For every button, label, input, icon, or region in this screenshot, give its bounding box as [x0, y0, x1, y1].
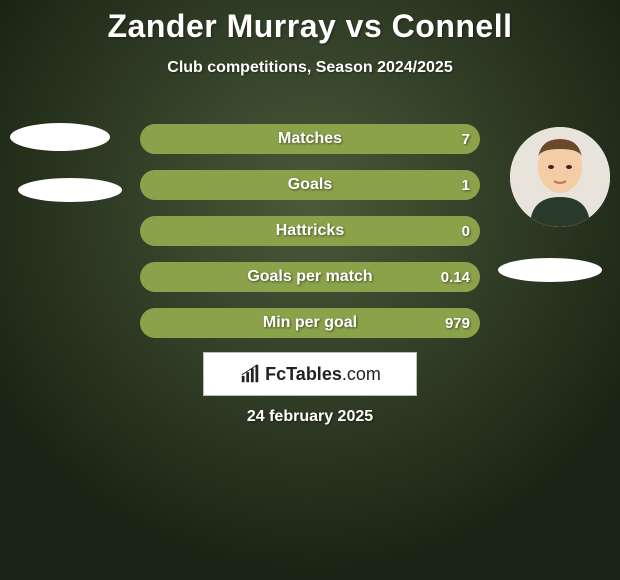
stat-value-right: 1 — [462, 170, 470, 200]
player-left-name-ellipse — [18, 178, 122, 202]
subtitle: Club competitions, Season 2024/2025 — [0, 59, 620, 77]
brand-box: FcTables.com — [203, 352, 417, 396]
stat-row: Goals1 — [140, 170, 480, 200]
player-photo-icon — [510, 127, 610, 227]
stat-value-right: 979 — [445, 308, 470, 338]
brand-text: FcTables.com — [265, 364, 381, 385]
stat-label: Goals per match — [140, 262, 480, 292]
stat-label: Hattricks — [140, 216, 480, 246]
brand-bars-icon — [239, 363, 261, 385]
brand-text-bold: FcTables — [265, 364, 342, 384]
stat-label: Goals — [140, 170, 480, 200]
player-right-avatar — [510, 127, 610, 227]
stat-row: Min per goal979 — [140, 308, 480, 338]
comparison-card: Zander Murray vs Connell Club competitio… — [0, 0, 620, 580]
stat-label: Matches — [140, 124, 480, 154]
stat-value-right: 0 — [462, 216, 470, 246]
stat-row: Matches7 — [140, 124, 480, 154]
date-label: 24 february 2025 — [0, 408, 620, 426]
stat-value-right: 0.14 — [441, 262, 470, 292]
stats-list: Matches7Goals1Hattricks0Goals per match0… — [140, 124, 480, 354]
stat-label: Min per goal — [140, 308, 480, 338]
stat-row: Hattricks0 — [140, 216, 480, 246]
page-title: Zander Murray vs Connell — [0, 0, 620, 45]
stat-value-right: 7 — [462, 124, 470, 154]
stat-row: Goals per match0.14 — [140, 262, 480, 292]
player-left-avatar — [10, 123, 110, 151]
player-right-name-ellipse — [498, 258, 602, 282]
brand-text-light: .com — [342, 364, 381, 384]
